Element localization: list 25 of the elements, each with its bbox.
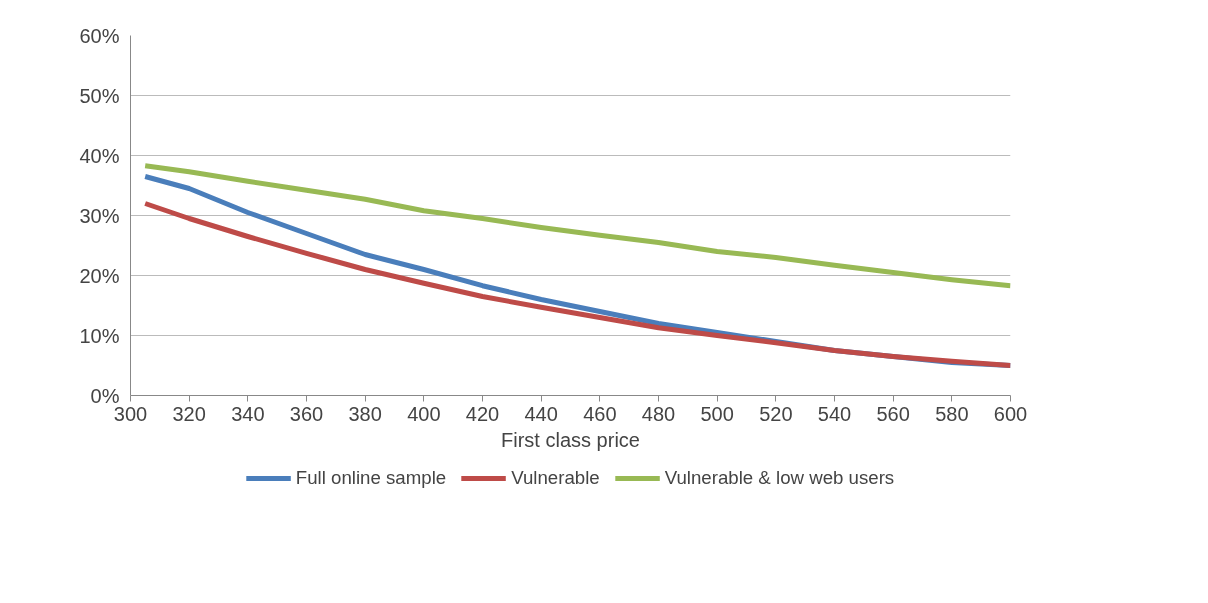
y-tick-label: 30% <box>79 204 120 227</box>
x-tick-label: 440 <box>524 402 558 425</box>
x-tick-label: 340 <box>231 402 265 425</box>
x-tick-label: 560 <box>876 402 910 425</box>
y-tick-label: 20% <box>79 264 120 287</box>
x-tick-label: 520 <box>759 402 793 425</box>
y-tick-label: 50% <box>79 84 120 107</box>
y-tick-label: 60% <box>79 24 120 47</box>
legend-label: Vulnerable & low web users <box>664 467 895 489</box>
x-tick-label: 400 <box>407 402 441 425</box>
legend-label: Full online sample <box>295 467 447 489</box>
legend-label: Vulnerable <box>511 467 600 489</box>
x-axis-title: First class price <box>501 428 640 451</box>
x-tick-label: 540 <box>817 402 852 425</box>
x-tick-label: 600 <box>993 402 1028 425</box>
y-tick-label: 40% <box>79 144 120 167</box>
x-tick-label: 580 <box>935 402 969 425</box>
x-tick-label: 460 <box>583 402 617 425</box>
x-tick-label: 480 <box>641 402 676 425</box>
x-tick-label: 320 <box>172 402 206 425</box>
x-tick-label: 380 <box>348 402 382 425</box>
y-tick-label: 10% <box>79 324 120 347</box>
x-tick-label: 500 <box>700 402 734 425</box>
x-tick-label: 420 <box>465 402 500 425</box>
x-tick-label: 360 <box>289 402 324 425</box>
